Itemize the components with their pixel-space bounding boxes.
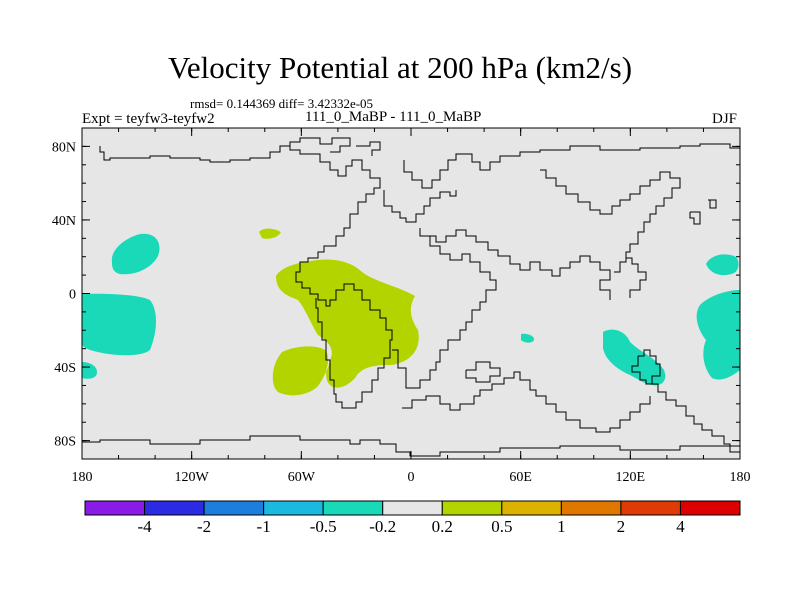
colorbar-label: -0.2 (369, 517, 397, 536)
y-tick-label: 80S (54, 435, 76, 450)
axes: 80N 40N 0 40S 80S 180 120W 60W 0 60E 120E 180 (52, 127, 751, 485)
colorbar-swatch (382, 500, 443, 516)
colorbar-label: -0.5 (309, 517, 337, 536)
x-tick-label: 60E (509, 470, 532, 485)
stats-line: rmsd= 0.144369 diff= 3.42332e-05 (190, 96, 374, 111)
colorbar-label: 4 (676, 517, 685, 536)
x-tick-label: 60W (288, 470, 316, 485)
colorbar-label: -4 (137, 517, 152, 536)
coastlines (82, 137, 740, 457)
x-tick-label: 180 (72, 470, 93, 485)
colorbar-label: 0.5 (491, 517, 513, 536)
negative-region-east-pacific (82, 293, 156, 356)
colorbar-swatch (203, 500, 265, 516)
x-tick-label: 120W (175, 470, 210, 485)
positive-region-south-atlantic (272, 346, 329, 396)
colorbar-swatch (560, 500, 622, 516)
plot-title: Velocity Potential at 200 hPa (km2/s) (167, 50, 633, 85)
colorbar-swatch (144, 500, 205, 516)
colorbar-label: -2 (196, 517, 212, 536)
case-label: 111_0_MaBP - 111_0_MaBP (305, 109, 482, 125)
colorbar (84, 500, 741, 516)
colorbar-swatch (322, 500, 384, 516)
colorbar-swatch (263, 500, 324, 516)
y-tick-label: 0 (69, 288, 76, 303)
negative-region-west-pacific-main (696, 290, 740, 380)
positive-region-north-atlantic-dot (259, 228, 281, 239)
y-tick-label: 40S (54, 361, 76, 376)
negative-region-north-pacific (111, 233, 160, 275)
map-background (82, 128, 740, 459)
colorbar-label: -1 (256, 517, 271, 536)
negative-region-south-pacific-west (82, 362, 97, 379)
negative-region-west-pacific-north (706, 254, 739, 276)
experiment-label: Expt = teyfw3-teyfw2 (82, 111, 215, 127)
negative-region-australia (603, 329, 666, 386)
season-label: DJF (712, 111, 738, 127)
colorbar-swatch (620, 500, 681, 516)
colorbar-swatch (441, 500, 503, 516)
colorbar-swatch (501, 500, 562, 516)
negative-region-indian-ocean-dot (521, 333, 535, 343)
colorbar-label: 0.2 (431, 517, 453, 536)
y-tick-label: 40N (52, 214, 76, 229)
colorbar-label: 1 (557, 517, 566, 536)
colorbar-label: 2 (616, 517, 626, 536)
x-tick-label: 180 (730, 470, 751, 485)
x-tick-label: 0 (408, 470, 415, 485)
colorbar-swatch (84, 500, 146, 516)
y-tick-label: 80N (52, 140, 76, 155)
colorbar-swatch (679, 500, 741, 516)
x-tick-label: 120E (616, 470, 646, 485)
